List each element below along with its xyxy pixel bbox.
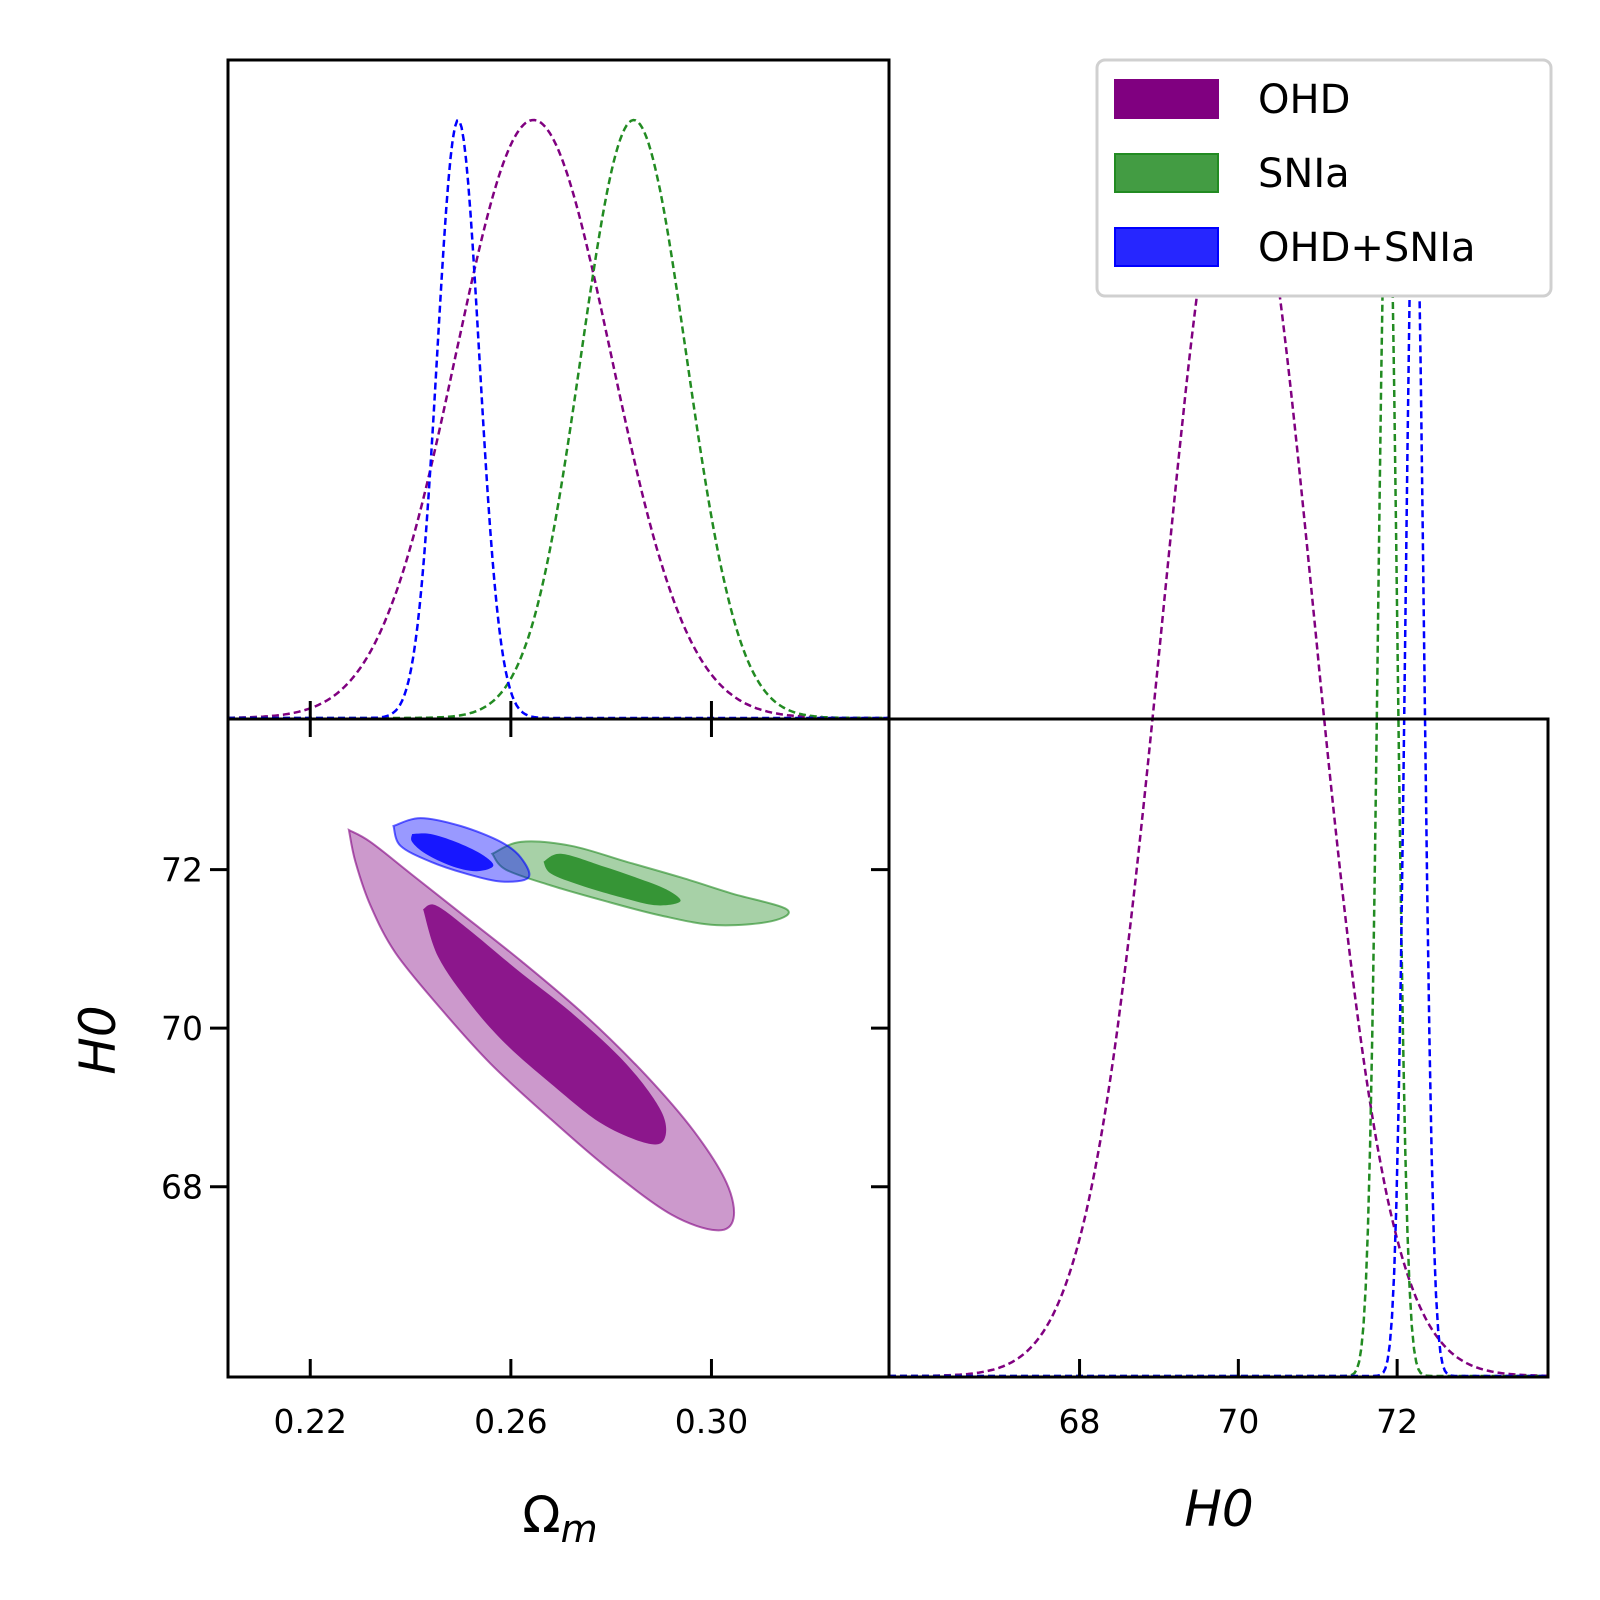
tick-label-omega-m: 0.26 [474, 1402, 547, 1441]
tick-label-h0-y: 68 [161, 1168, 203, 1207]
tick-label-omega-m: 0.22 [274, 1402, 347, 1441]
tick-layer: 0.22 0.26 0.30 68 70 72 68 70 72 [161, 701, 1418, 1441]
posterior-h0-snia [889, 119, 1548, 1378]
posterior-omega-m-ohd-snia [228, 119, 889, 720]
panel-frame-layer [226, 58, 1550, 1379]
tick-label-h0-y: 72 [161, 851, 203, 890]
y-axis-label-h0: H0 [69, 1005, 127, 1074]
tick-label-h0-x: 70 [1217, 1402, 1259, 1441]
legend-swatch-ohd [1114, 79, 1219, 119]
contour-layer [347, 817, 790, 1232]
legend-label-ohd: OHD [1258, 77, 1350, 123]
x-axis-label-h0: H0 [1184, 1480, 1253, 1538]
legend-swatch-snia [1114, 153, 1219, 193]
posterior-omega-m-ohd [228, 118, 889, 720]
contour-68-ohd-snia [411, 833, 494, 872]
posterior-h0-ohd-snia [889, 122, 1548, 1378]
legend-label-ohd-snia: OHD+SNIa [1258, 225, 1476, 271]
posterior-h0-ohd [889, 118, 1548, 1378]
legend: OHD SNIa OHD+SNIa [1095, 58, 1553, 298]
tick-label-omega-m: 0.30 [675, 1402, 748, 1441]
panel-frame-omega-m-marginal [226, 58, 891, 721]
panel-frame-h0-marginal [887, 717, 1550, 1379]
legend-label-snia: SNIa [1258, 151, 1350, 197]
x-axis-label-omega-m: Ωm [522, 1486, 597, 1551]
contour-68-ohd [423, 904, 667, 1145]
posterior-omega-m-snia [228, 118, 889, 720]
tick-label-h0-x: 68 [1059, 1402, 1101, 1441]
axis-label-layer: Ωm H0 H0 [69, 1005, 1254, 1551]
contour-68-snia [543, 853, 681, 906]
legend-swatch-ohd-snia [1114, 227, 1219, 267]
tick-label-h0-x: 72 [1376, 1402, 1418, 1441]
tick-label-h0-y: 70 [161, 1009, 203, 1048]
